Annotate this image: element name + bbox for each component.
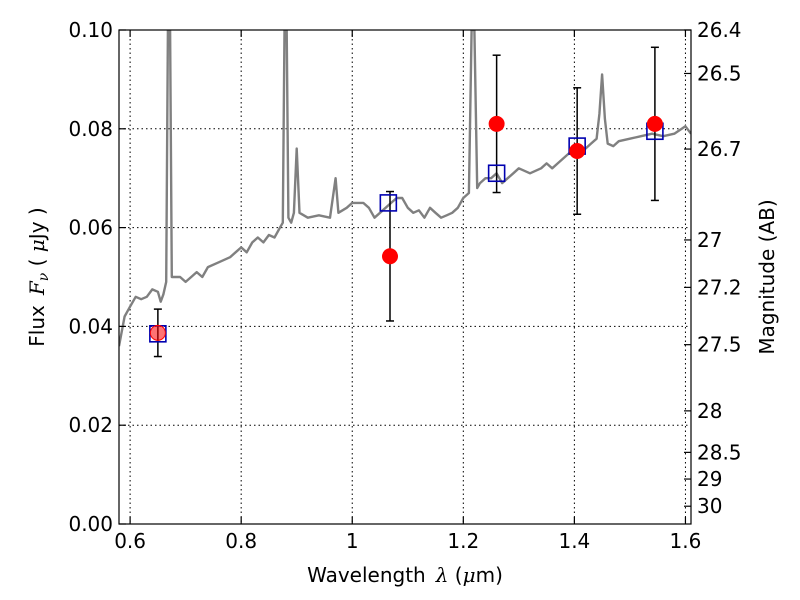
y-tick-label: 0.02 bbox=[68, 413, 113, 437]
model-photometry-point bbox=[487, 164, 506, 183]
y-axis-label: FluxFν ( μJy ) bbox=[25, 207, 52, 346]
x-tick-label: 1 bbox=[346, 529, 359, 553]
y2-axis-label: Magnitude (AB) bbox=[755, 199, 779, 354]
y2-tick-label: 26.5 bbox=[697, 61, 742, 85]
plot-frame bbox=[118, 29, 692, 525]
y-tick-label: 0.06 bbox=[68, 216, 113, 240]
model-photometry-markers bbox=[149, 122, 664, 343]
y-tick-label: 0.10 bbox=[68, 18, 113, 42]
y2-tick-label: 30 bbox=[697, 494, 722, 518]
x-tick-label: 0.6 bbox=[114, 529, 146, 553]
x-tick-label: 0.8 bbox=[225, 529, 257, 553]
observed-point bbox=[382, 248, 399, 265]
y-tick-label: 0.04 bbox=[68, 314, 113, 338]
observed-point bbox=[149, 324, 166, 341]
observed-point bbox=[569, 143, 586, 160]
x-tick-label: 1.2 bbox=[447, 529, 479, 553]
y2-tick-label: 27.5 bbox=[697, 333, 742, 357]
x-tick-label: 1.4 bbox=[558, 529, 590, 553]
x-tick-label: 1.6 bbox=[670, 529, 702, 553]
x-axis-ticks: 0.6 0.8 1 1.2 1.4 1.6 bbox=[114, 30, 701, 553]
model-spectrum-line bbox=[119, 30, 691, 347]
model-photometry-point bbox=[379, 194, 398, 212]
y2-tick-label: 29 bbox=[697, 467, 722, 491]
y2-axis-ticks: 26.4 26.5 26.7 27 27.2 27.5 28 28.5 29 30 bbox=[684, 18, 742, 518]
y-axis-ticks: 0.00 0.02 0.04 0.06 0.08 0.10 bbox=[68, 18, 126, 536]
y-tick-label: 0.08 bbox=[68, 117, 113, 141]
y2-tick-label: 27 bbox=[697, 228, 722, 252]
y-tick-label: 0.00 bbox=[68, 512, 113, 536]
model-spectrum bbox=[119, 30, 691, 347]
y2-tick-label: 28.5 bbox=[697, 440, 742, 464]
observed-point bbox=[646, 115, 663, 132]
y2-tick-label: 26.4 bbox=[697, 18, 742, 42]
y2-tick-label: 26.7 bbox=[697, 137, 742, 161]
grid bbox=[119, 29, 691, 525]
observed-errorbars bbox=[153, 46, 659, 358]
observed-flux-markers bbox=[149, 115, 663, 341]
y2-tick-label: 28 bbox=[697, 399, 722, 423]
observed-point bbox=[488, 115, 505, 132]
y2-tick-label: 27.2 bbox=[697, 275, 742, 299]
x-axis-label: Wavelength λ (μm) bbox=[307, 563, 503, 587]
